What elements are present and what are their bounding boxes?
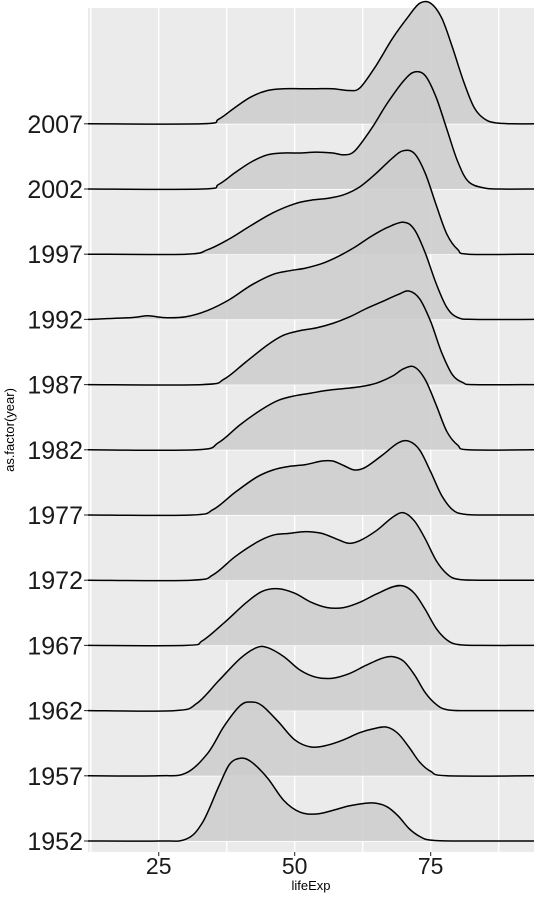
ridge-1977 bbox=[87, 439, 535, 517]
y-tick-label: 1972 bbox=[27, 567, 83, 595]
ridge-1962 bbox=[87, 645, 535, 712]
y-tick-label: 1997 bbox=[27, 241, 83, 269]
y-tick-label: 1987 bbox=[27, 372, 83, 400]
x-tick-label: 75 bbox=[418, 853, 444, 879]
y-tick-label: 1957 bbox=[27, 763, 83, 791]
ridge-1982 bbox=[87, 365, 535, 452]
y-tick-label: 1967 bbox=[27, 632, 83, 660]
y-tick-label: 2007 bbox=[27, 111, 83, 139]
y-axis-ticks: 1952 1957 1962 1967 1972 1977 1982 1987 1992 1997… bbox=[27, 111, 88, 856]
ridge-1967 bbox=[87, 584, 535, 647]
y-tick-label: 1962 bbox=[27, 698, 83, 726]
y-tick-label: 1982 bbox=[27, 437, 83, 465]
ridge-2002 bbox=[87, 70, 535, 191]
ridges bbox=[87, 0, 535, 842]
ridge-1972 bbox=[87, 511, 535, 582]
ridge-1957 bbox=[87, 701, 535, 777]
x-tick-label: 50 bbox=[282, 853, 308, 879]
y-tick-label: 1992 bbox=[27, 306, 83, 334]
ridge-1992 bbox=[87, 221, 535, 321]
y-tick-label: 2002 bbox=[27, 176, 83, 204]
ridge-1997 bbox=[87, 149, 535, 256]
x-tick-label: 25 bbox=[146, 853, 172, 879]
y-tick-label: 1977 bbox=[27, 502, 83, 530]
x-axis-title: lifeExp bbox=[291, 878, 330, 893]
ridge-1952 bbox=[87, 757, 535, 842]
x-axis-ticks: 25 50 75 bbox=[146, 852, 444, 879]
y-axis-title: as.factor(year) bbox=[2, 388, 17, 472]
ridge-1987 bbox=[87, 290, 535, 386]
y-tick-label: 1952 bbox=[27, 828, 83, 856]
